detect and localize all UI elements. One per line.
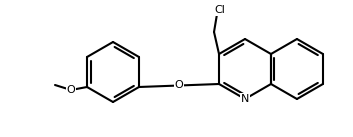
Text: N: N [241, 94, 249, 104]
Text: Cl: Cl [215, 5, 226, 15]
Text: O: O [175, 81, 183, 91]
Text: O: O [67, 85, 76, 95]
